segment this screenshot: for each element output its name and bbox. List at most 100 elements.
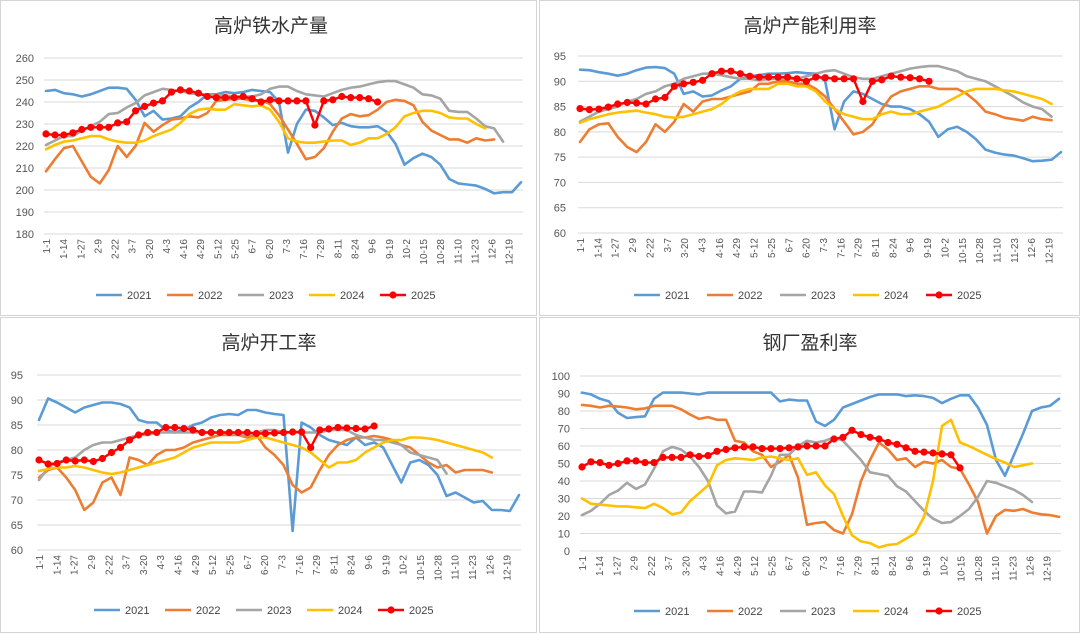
data-point-2025 [576, 105, 584, 113]
data-point-2025 [740, 443, 748, 451]
x-tick-label: 4-16 [179, 239, 190, 259]
legend-label-2022: 2022 [198, 290, 222, 302]
data-point-2025 [114, 119, 122, 127]
data-point-2025 [812, 73, 820, 81]
x-tick-label: 7-16 [836, 238, 847, 258]
data-point-2025 [307, 443, 315, 452]
x-tick-label: 12-6 [1025, 556, 1036, 576]
data-point-2025 [661, 93, 669, 102]
y-tick-label: 30 [558, 494, 570, 506]
y-tick-label: 60 [11, 545, 23, 557]
y-tick-label: 0 [564, 546, 570, 558]
x-tick-label: 5-12 [208, 555, 219, 575]
series-line-2021 [580, 391, 1061, 478]
x-tick-label: 2-9 [628, 238, 639, 253]
data-point-2025 [689, 78, 697, 86]
x-tick-label: 10-2 [939, 556, 950, 576]
legend-marker-2025 [387, 606, 395, 614]
x-tick-label: 8-24 [888, 556, 899, 576]
data-point-2025 [98, 454, 106, 463]
legend-label-2021: 2021 [125, 605, 149, 617]
data-point-2025 [632, 457, 640, 465]
y-tick-label: 40 [558, 476, 570, 488]
x-tick-label: 4-29 [733, 556, 744, 576]
data-point-2025 [80, 456, 88, 464]
x-tick-label: 9-19 [385, 239, 396, 259]
x-tick-label: 10-2 [940, 238, 951, 258]
chart-title: 钢厂盈利率 [762, 332, 857, 354]
y-tick-label: 50 [558, 459, 570, 471]
x-tick-label: 3-7 [664, 556, 675, 571]
y-tick-label: 90 [558, 389, 570, 401]
x-tick-label: 10-28 [974, 556, 985, 582]
series-line-2024 [44, 102, 487, 151]
data-point-2025 [857, 431, 865, 439]
data-point-2025 [605, 461, 613, 469]
x-tick-label: 7-29 [316, 239, 327, 259]
x-tick-label: 1-1 [576, 238, 587, 253]
data-point-2025 [78, 125, 86, 134]
data-point-2025 [35, 456, 43, 464]
legend-label-2022: 2022 [738, 290, 762, 302]
data-point-2025 [135, 431, 143, 439]
data-point-2025 [897, 73, 905, 81]
data-point-2025 [141, 102, 149, 110]
data-point-2025 [234, 428, 242, 437]
data-point-2025 [831, 75, 839, 83]
data-point-2025 [316, 426, 324, 434]
x-tick-label: 5-25 [231, 239, 242, 259]
x-tick-label: 2-22 [111, 239, 122, 259]
x-tick-label: 8-24 [347, 555, 358, 575]
x-tick-label: 8-11 [871, 238, 882, 258]
data-point-2025 [298, 428, 306, 436]
legend-marker-2025 [389, 291, 397, 299]
x-tick-label: 10-15 [957, 556, 968, 582]
x-tick-label: 3-20 [145, 239, 156, 259]
x-tick-label: 6-20 [260, 555, 271, 575]
data-point-2025 [239, 92, 247, 101]
x-tick-label: 6-7 [243, 555, 254, 570]
x-tick-label: 1-14 [52, 555, 63, 575]
y-tick-label: 70 [11, 495, 23, 507]
data-point-2025 [293, 97, 301, 105]
data-point-2025 [849, 75, 858, 83]
data-point-2025 [887, 72, 895, 80]
x-tick-label: 3-7 [128, 239, 139, 254]
x-tick-label: 5-12 [213, 239, 224, 259]
x-tick-label: 1-1 [35, 555, 46, 570]
series-line-2022 [37, 433, 494, 512]
data-point-2025 [198, 428, 206, 437]
y-tick-label: 240 [16, 97, 34, 109]
data-point-2025 [180, 424, 188, 433]
data-point-2025 [185, 87, 193, 95]
data-point-2025 [793, 75, 801, 83]
legend-label-2023: 2023 [811, 606, 835, 618]
x-tick-label: 4-3 [162, 239, 173, 254]
legend-label-2023: 2023 [811, 290, 835, 302]
data-point-2025 [947, 451, 955, 459]
x-tick-label: 11-10 [993, 238, 1004, 263]
x-tick-label: 1-27 [612, 556, 623, 576]
data-point-2025 [893, 440, 901, 448]
x-tick-label: 12-6 [485, 555, 496, 575]
series-line-2022 [580, 403, 1061, 535]
y-tick-label: 75 [554, 152, 566, 164]
series-line-2021 [37, 397, 521, 533]
series-line-2024 [580, 418, 1034, 549]
data-point-2025 [149, 99, 158, 107]
data-point-2025 [875, 435, 883, 443]
data-point-2025 [821, 74, 829, 82]
x-tick-label: 9-19 [381, 555, 392, 575]
data-point-2025 [785, 444, 793, 452]
y-tick-label: 95 [554, 51, 566, 63]
data-point-2025 [374, 98, 382, 106]
data-point-2025 [248, 95, 256, 103]
x-tick-label: 7-3 [819, 238, 830, 253]
data-point-2025 [302, 97, 310, 105]
chart-title: 高炉开工率 [221, 332, 316, 354]
chart-capacity-utilization: 高炉产能利用率 60 65 70 75 80 85 90 95 1-1 1-14 1-27 2-9 2-2… [554, 15, 1063, 302]
x-tick-label: 7-3 [819, 556, 830, 571]
data-point-2025 [325, 425, 333, 433]
data-point-2025 [107, 448, 116, 457]
data-point-2025 [126, 436, 134, 444]
